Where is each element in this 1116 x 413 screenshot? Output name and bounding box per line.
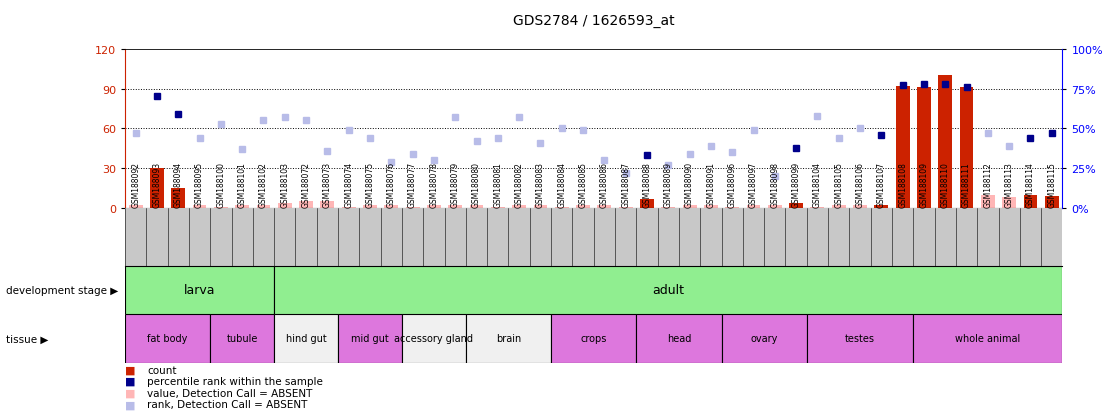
Bar bbox=[704, 206, 718, 209]
Bar bbox=[683, 206, 696, 209]
Text: mid gut: mid gut bbox=[352, 334, 388, 344]
Bar bbox=[1045, 197, 1059, 209]
Text: head: head bbox=[666, 334, 691, 344]
Text: fat body: fat body bbox=[147, 334, 187, 344]
Bar bbox=[810, 207, 825, 209]
Bar bbox=[913, 314, 1062, 363]
Bar bbox=[981, 195, 994, 209]
Bar bbox=[831, 206, 846, 209]
Bar bbox=[278, 203, 291, 209]
Text: hind gut: hind gut bbox=[286, 334, 327, 344]
Text: ovary: ovary bbox=[750, 334, 778, 344]
Bar bbox=[363, 206, 377, 209]
Text: ■: ■ bbox=[125, 376, 135, 386]
Text: ■: ■ bbox=[125, 365, 135, 375]
Text: testes: testes bbox=[845, 334, 875, 344]
Bar bbox=[406, 207, 420, 209]
Bar bbox=[768, 206, 781, 209]
Text: value, Detection Call = ABSENT: value, Detection Call = ABSENT bbox=[147, 388, 312, 398]
Bar bbox=[960, 88, 973, 209]
Bar bbox=[299, 202, 312, 209]
Bar bbox=[725, 207, 739, 209]
Bar bbox=[662, 207, 675, 209]
Bar bbox=[214, 207, 228, 209]
Bar bbox=[641, 199, 654, 209]
Bar bbox=[597, 206, 612, 209]
Bar bbox=[1023, 195, 1038, 209]
Bar bbox=[341, 207, 356, 209]
Text: percentile rank within the sample: percentile rank within the sample bbox=[147, 376, 324, 386]
Text: rank, Detection Call = ABSENT: rank, Detection Call = ABSENT bbox=[147, 399, 308, 409]
Bar bbox=[555, 207, 569, 209]
Bar bbox=[636, 314, 722, 363]
Bar bbox=[275, 314, 338, 363]
Bar bbox=[1002, 198, 1016, 209]
Bar bbox=[275, 266, 1062, 314]
Bar bbox=[465, 314, 551, 363]
Bar bbox=[150, 169, 164, 209]
Text: ■: ■ bbox=[125, 388, 135, 398]
Text: GDS2784 / 1626593_at: GDS2784 / 1626593_at bbox=[513, 14, 674, 28]
Text: larva: larva bbox=[184, 284, 215, 297]
Text: whole animal: whole animal bbox=[955, 334, 1020, 344]
Bar bbox=[551, 314, 636, 363]
Bar bbox=[427, 206, 441, 209]
Bar bbox=[807, 314, 913, 363]
Bar bbox=[722, 314, 807, 363]
Bar bbox=[235, 206, 249, 209]
Bar bbox=[210, 314, 275, 363]
Bar bbox=[172, 189, 185, 209]
Bar bbox=[402, 314, 465, 363]
Text: count: count bbox=[147, 365, 176, 375]
Bar bbox=[512, 206, 526, 209]
Bar bbox=[449, 206, 462, 209]
Bar bbox=[338, 314, 402, 363]
Bar bbox=[125, 314, 210, 363]
Bar bbox=[875, 206, 888, 209]
Bar bbox=[917, 88, 931, 209]
Bar bbox=[491, 207, 504, 209]
Text: accessory gland: accessory gland bbox=[394, 334, 473, 344]
Bar bbox=[125, 266, 275, 314]
Text: brain: brain bbox=[496, 334, 521, 344]
Bar bbox=[618, 207, 633, 209]
Bar bbox=[533, 206, 547, 209]
Bar bbox=[747, 206, 760, 209]
Bar bbox=[320, 202, 335, 209]
Bar bbox=[257, 206, 270, 209]
Bar bbox=[576, 206, 590, 209]
Text: tubule: tubule bbox=[227, 334, 258, 344]
Text: adult: adult bbox=[652, 284, 684, 297]
Bar bbox=[853, 206, 867, 209]
Text: tissue ▶: tissue ▶ bbox=[6, 334, 48, 344]
Bar bbox=[789, 203, 804, 209]
Bar bbox=[193, 206, 206, 209]
Bar bbox=[939, 76, 952, 209]
Bar bbox=[128, 206, 143, 209]
Text: ■: ■ bbox=[125, 399, 135, 409]
Bar bbox=[896, 87, 910, 209]
Text: crops: crops bbox=[580, 334, 607, 344]
Text: development stage ▶: development stage ▶ bbox=[6, 285, 118, 295]
Bar bbox=[470, 206, 483, 209]
Bar bbox=[384, 206, 398, 209]
